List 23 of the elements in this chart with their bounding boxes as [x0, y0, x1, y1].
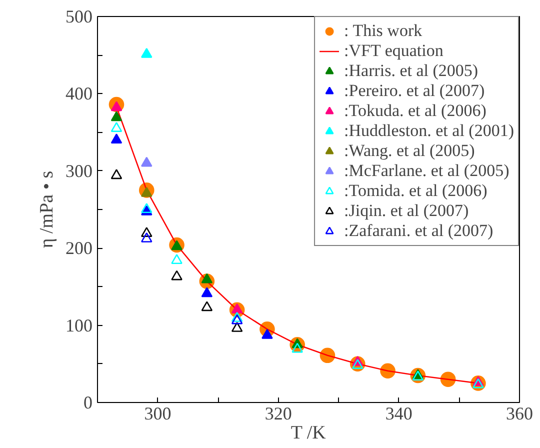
- legend-label: :Wang. et al (2005): [344, 141, 475, 161]
- legend-label: : This work: [344, 21, 422, 41]
- y-tick-label: 400: [66, 84, 92, 104]
- x-axis-title: T /K: [290, 422, 326, 444]
- legend-label: :Huddleston. et al (2001): [344, 121, 514, 141]
- legend-label: :Jiqin. et al (2007): [344, 201, 469, 221]
- legend-label: :Tomida. et al (2006): [344, 181, 488, 201]
- x-tick-label: 320: [264, 404, 292, 424]
- legend-label: :Tokuda. et al (2006): [344, 101, 486, 121]
- legend-label: :Harris. et al (2005): [344, 61, 478, 81]
- y-tick-label: 0: [84, 392, 92, 412]
- y-tick-label: 500: [66, 6, 92, 26]
- legend-label: :McFarlane. et al (2005): [344, 161, 510, 181]
- x-tick-label: 300: [144, 404, 172, 424]
- legend-label: :Pereiro. et al (2007): [344, 81, 485, 101]
- y-axis-title: η /mPa • s: [36, 170, 58, 248]
- y-tick-label: 100: [66, 315, 92, 336]
- y-tick-label: 200: [66, 238, 92, 258]
- legend-label: :Zafarani. et al (2007): [344, 221, 494, 241]
- legend-label: :VFT equation: [344, 41, 444, 61]
- x-tick-label: 360: [506, 404, 533, 424]
- y-tick-label: 300: [66, 160, 92, 181]
- x-tick-label: 340: [385, 404, 412, 424]
